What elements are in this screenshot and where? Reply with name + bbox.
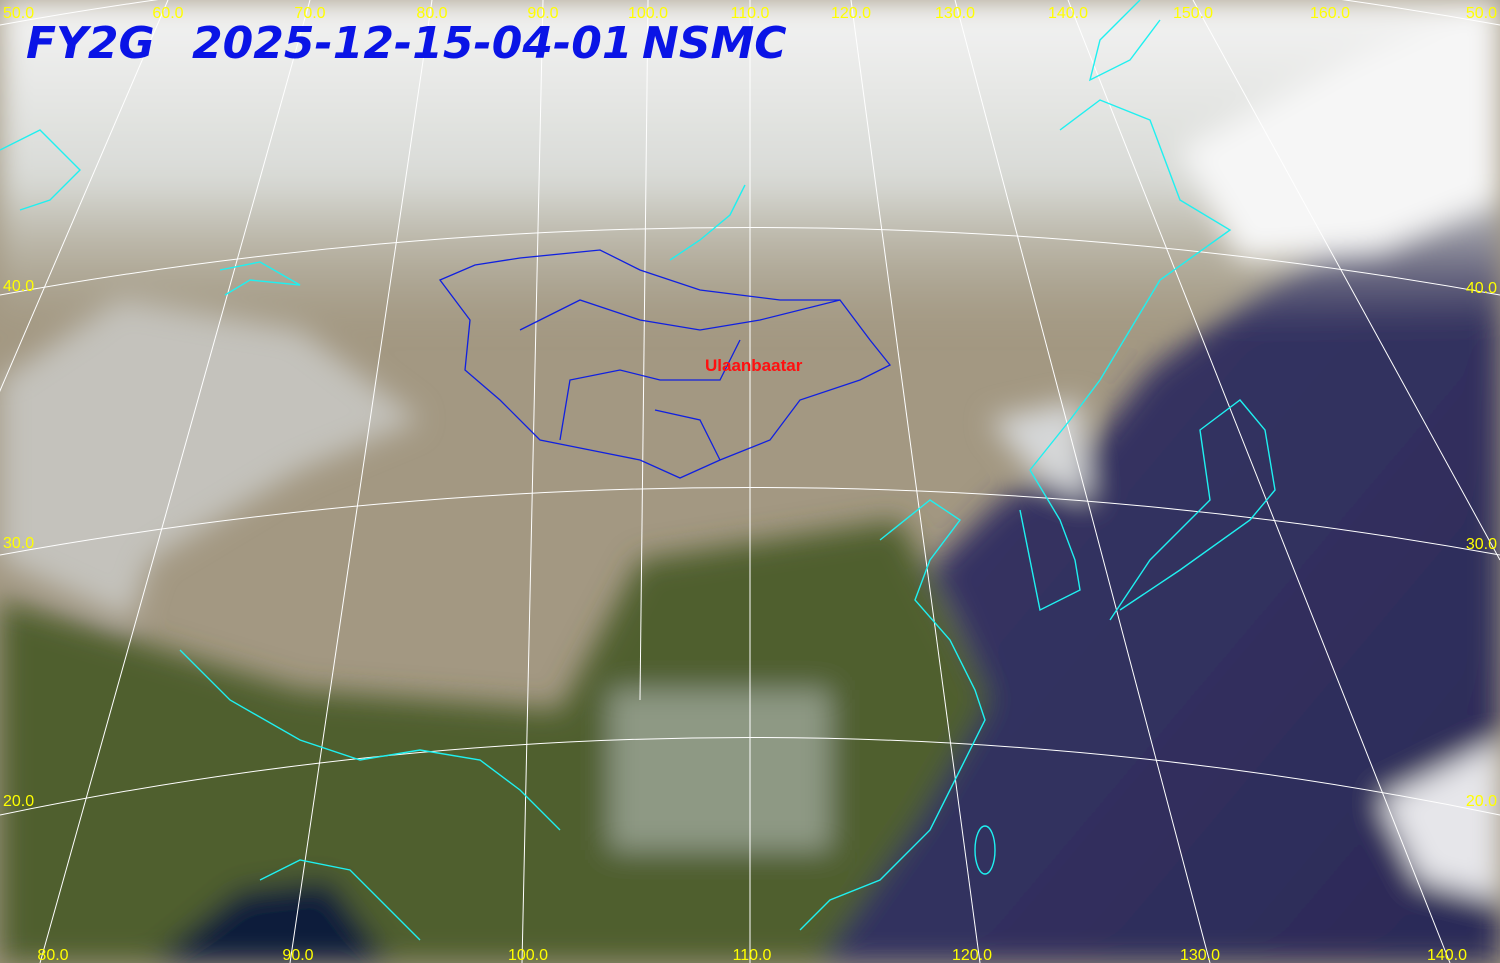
province-line [519, 299, 841, 331]
coast-bangladesh [259, 859, 421, 941]
satellite-name: FY2G [26, 18, 155, 69]
grid-label-top: 120.0 [831, 5, 871, 22]
meridian [850, 0, 981, 963]
province-line [559, 339, 741, 441]
coastlines [0, 0, 1276, 941]
grid-label-top: 110.0 [731, 5, 770, 22]
cloud-south-china [610, 690, 830, 850]
cloud-southeast [1380, 740, 1500, 900]
grid-label-top: 70.0 [294, 5, 325, 22]
grid-label-right: 20.0 [1466, 793, 1497, 810]
mongolia-outline [438, 249, 892, 479]
cloud-korea [990, 400, 1090, 500]
cloud-northeast [1180, 0, 1500, 260]
grid-label-right: 30.0 [1466, 536, 1497, 553]
grid-label-bottom: 80.0 [37, 947, 68, 963]
grid-label-bottom: 140.0 [1427, 947, 1467, 963]
mongolia-borders [438, 249, 892, 479]
grid-label-bottom: 120.0 [952, 947, 992, 963]
vegetation [0, 520, 990, 963]
grid-label-top: 60.0 [152, 5, 183, 22]
meridian [0, 0, 169, 392]
coast-kamchatka [1088, 0, 1161, 82]
bay-of-bengal [150, 880, 390, 963]
grid-label-bottom: 110.0 [733, 947, 772, 963]
grid-label-bottom: 90.0 [282, 947, 313, 963]
grid-label-top: 140.0 [1048, 5, 1088, 22]
grid-label-right: 50.0 [1466, 5, 1497, 22]
coast-korea [1019, 469, 1081, 612]
meridian [39, 0, 311, 963]
lake-baikal [669, 184, 746, 261]
coast-china [799, 499, 986, 931]
meridian [639, 0, 649, 701]
grid-label-top: 160.0 [1310, 5, 1350, 22]
coast-taiwan [974, 825, 996, 875]
grid-label-top: 100.0 [628, 5, 668, 22]
timestamp: 2025-12-15-04-01 [192, 18, 632, 69]
grid-label-left: 30.0 [3, 535, 34, 552]
lake-balkhash [219, 261, 301, 296]
meridian [521, 0, 544, 963]
coast-caspian [0, 129, 81, 211]
cloud-west [0, 300, 420, 620]
parallel [0, 487, 1500, 556]
grid-label-bottom: 130.0 [1180, 947, 1220, 963]
grid-label-bottom: 100.0 [508, 947, 548, 963]
meridian [954, 0, 1211, 963]
parallel [0, 227, 1500, 296]
himalaya-border [179, 649, 561, 831]
province-line [654, 409, 721, 461]
grid-label-left: 20.0 [3, 793, 34, 810]
meridian [1067, 0, 1451, 963]
meridian [1192, 0, 1500, 561]
meridian [289, 0, 433, 963]
city-label: Ulaanbaatar [705, 356, 803, 375]
grid-label-left: 40.0 [3, 278, 34, 295]
grid-label-top: 80.0 [416, 5, 447, 22]
grid-label-right: 40.0 [1466, 280, 1497, 297]
parallel [0, 737, 1500, 816]
coast-russia [1029, 99, 1232, 471]
grid-label-top: 90.0 [527, 5, 558, 22]
coast-japan [1109, 399, 1276, 621]
ocean [820, 160, 1500, 963]
grid-label-top: 50.0 [3, 5, 34, 22]
grid-label-top: 130.0 [935, 5, 975, 22]
agency: NSMC [642, 18, 787, 69]
labels: FY2G 2025-12-15-04-01 NSMC Ulaanbaatar 5… [3, 5, 1497, 963]
grid-label-top: 150.0 [1173, 5, 1213, 22]
